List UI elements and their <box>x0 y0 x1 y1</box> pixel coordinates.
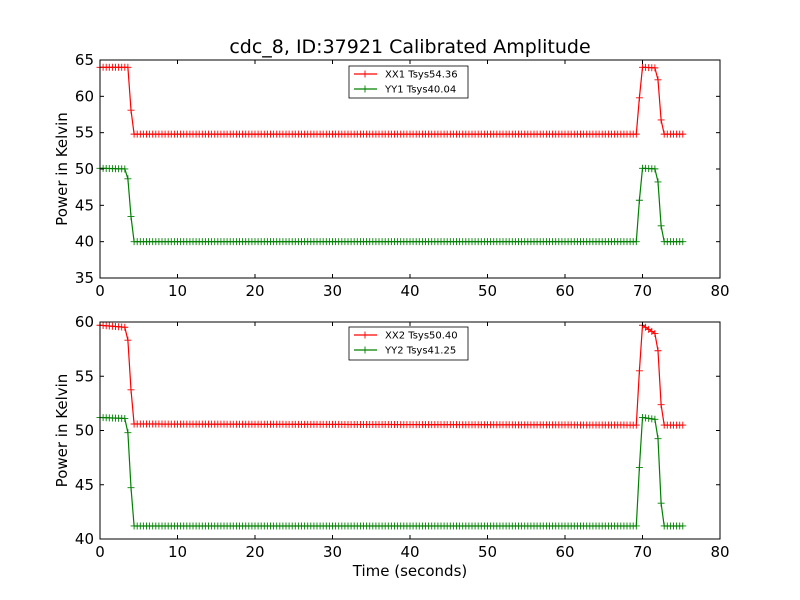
data-point <box>679 238 687 246</box>
data-point <box>635 463 643 471</box>
x-tick-label: 70 <box>633 543 652 561</box>
series-line-1-1 <box>99 416 683 527</box>
data-point <box>632 522 640 530</box>
legend-marker <box>361 331 369 339</box>
data-point <box>679 421 687 429</box>
data-point <box>121 414 129 422</box>
data-point <box>654 76 662 84</box>
legend-marker <box>361 70 369 78</box>
data-point <box>635 196 643 204</box>
data-point <box>657 499 665 507</box>
data-point <box>639 413 646 421</box>
x-tick-label: 80 <box>710 282 729 300</box>
y-tick-label: 35 <box>75 269 94 287</box>
x-axis-label: Time (seconds) <box>352 562 468 580</box>
legend-0: XX1 Tsys54.36 YY1 Tsys40.04 <box>348 65 469 99</box>
data-point <box>679 130 687 138</box>
x-tick-label: 60 <box>555 543 574 561</box>
legend-marker <box>361 346 369 354</box>
y-tick-label: 60 <box>75 313 94 331</box>
data-point <box>654 347 662 355</box>
data-point <box>651 415 659 423</box>
y-axis-label-0: Power in Kelvin <box>53 112 71 226</box>
series-markers-1-0 <box>96 321 687 429</box>
series-line-0-1 <box>99 167 683 243</box>
x-tick-label: 30 <box>323 282 342 300</box>
legend-label: XX2 Tsys50.40 <box>385 331 458 342</box>
x-tick-label: 40 <box>400 543 419 561</box>
x-tick-label: 50 <box>478 543 497 561</box>
data-point <box>127 484 135 492</box>
x-tick-label: 0 <box>95 282 105 300</box>
data-point <box>124 336 132 344</box>
data-point <box>632 238 640 246</box>
x-tick-label: 50 <box>478 282 497 300</box>
data-point <box>657 116 665 124</box>
data-point <box>648 415 656 423</box>
top-panel: 0 10 20 30 40 50 60 70 80 35 40 45 50 55 60 65 Power in … <box>53 51 730 300</box>
data-point <box>124 63 132 71</box>
data-point <box>121 323 129 331</box>
data-point <box>654 435 662 443</box>
y-tick-label: 65 <box>75 51 94 69</box>
x-tick-label: 40 <box>400 282 419 300</box>
data-point <box>651 329 659 337</box>
y-tick-label: 55 <box>75 124 94 142</box>
data-point <box>127 106 135 114</box>
y-tick-label: 45 <box>75 476 94 494</box>
bottom-panel: 0 10 20 30 40 50 60 70 80 40 45 50 55 60 Power in Kelv… <box>53 313 730 561</box>
y-tick-label: 50 <box>75 160 94 178</box>
data-point <box>657 401 665 409</box>
y-tick-label: 55 <box>75 367 94 385</box>
series-markers-1-1 <box>96 413 687 530</box>
data-point <box>127 213 135 221</box>
data-point <box>657 222 665 230</box>
legend-box <box>348 326 469 361</box>
x-tick-label: 0 <box>95 543 105 561</box>
data-point <box>645 414 653 422</box>
data-point <box>632 421 640 429</box>
data-point <box>654 178 662 186</box>
data-point <box>651 165 659 173</box>
y-tick-label: 40 <box>75 530 94 548</box>
data-point <box>642 414 650 422</box>
legend-label: YY2 Tsys41.25 <box>384 346 456 357</box>
data-point <box>124 429 132 437</box>
data-point <box>635 94 643 102</box>
legend-box <box>348 65 469 99</box>
data-point <box>635 367 643 375</box>
x-tick-label: 80 <box>710 543 729 561</box>
y-tick-label: 40 <box>75 233 94 251</box>
y-axis-label-1: Power in Kelvin <box>53 374 71 488</box>
legend-label: YY1 Tsys40.04 <box>384 85 456 96</box>
x-tick-label: 60 <box>555 282 574 300</box>
x-tick-label: 30 <box>323 543 342 561</box>
data-point <box>632 130 640 138</box>
data-point <box>651 64 659 72</box>
chart-title: cdc_8, ID:37921 Calibrated Amplitude <box>229 36 590 58</box>
legend-1: XX2 Tsys50.40 YY2 Tsys41.25 <box>348 326 469 361</box>
x-tick-label: 20 <box>245 543 264 561</box>
series-markers-0-0 <box>96 63 687 138</box>
legend-marker <box>361 85 369 93</box>
data-point <box>124 175 132 183</box>
x-tick-label: 70 <box>633 282 652 300</box>
legend-label: XX1 Tsys54.36 <box>385 70 458 81</box>
data-point <box>121 165 129 173</box>
y-tick-label: 50 <box>75 422 94 440</box>
x-tick-label: 10 <box>168 282 187 300</box>
y-tick-label: 45 <box>75 196 94 214</box>
data-point <box>679 522 687 530</box>
x-tick-label: 10 <box>168 543 187 561</box>
series-markers-0-1 <box>96 164 687 246</box>
data-point <box>127 386 135 394</box>
x-tick-label: 20 <box>245 282 264 300</box>
y-tick-label: 60 <box>75 87 94 105</box>
